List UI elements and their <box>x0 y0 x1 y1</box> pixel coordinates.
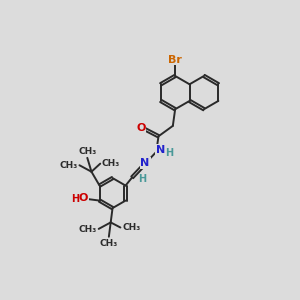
Text: O: O <box>136 123 146 134</box>
Text: CH₃: CH₃ <box>122 223 140 232</box>
Text: H: H <box>71 194 80 204</box>
Text: N: N <box>156 145 166 155</box>
Text: Br: Br <box>168 55 182 64</box>
Text: CH₃: CH₃ <box>102 159 120 168</box>
Text: N: N <box>140 158 150 168</box>
Text: O: O <box>79 193 88 203</box>
Text: CH₃: CH₃ <box>100 239 118 248</box>
Text: H: H <box>138 174 146 184</box>
Text: CH₃: CH₃ <box>78 146 96 155</box>
Text: H: H <box>165 148 173 158</box>
Text: CH₃: CH₃ <box>79 225 97 234</box>
Text: CH₃: CH₃ <box>60 160 78 169</box>
